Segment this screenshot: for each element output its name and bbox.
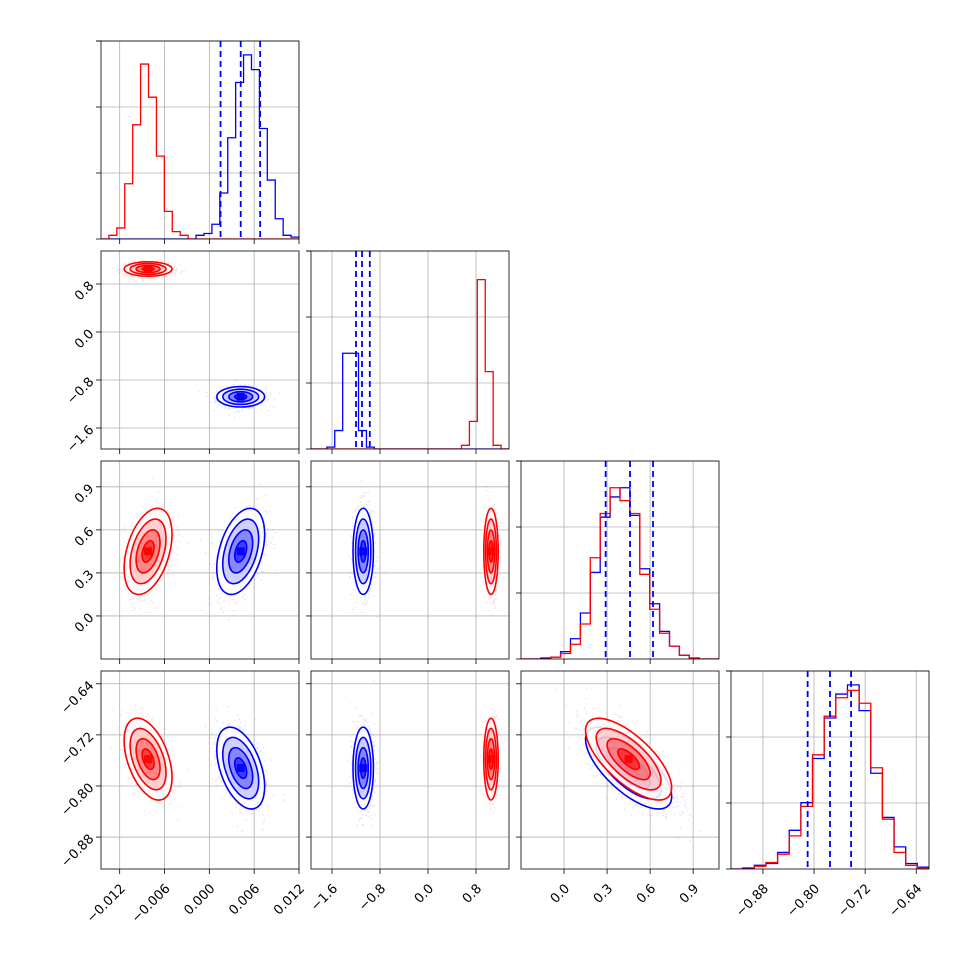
density-peak-red [144, 265, 153, 273]
y-tick-label: −0.64 [59, 678, 98, 717]
y-tick-label: −1.6 [64, 423, 97, 456]
histogram-blue-0 [101, 54, 299, 239]
panel-2-1 [306, 460, 510, 664]
density-peak-blue [359, 547, 368, 556]
x-tick-label: 0.000 [181, 881, 218, 918]
density-peak-red [487, 755, 495, 764]
y-tick-label: 0.8 [72, 279, 97, 304]
histogram-red-1 [311, 278, 509, 449]
histogram-blue-2 [521, 487, 719, 659]
y-tick-label: 0.0 [72, 611, 97, 636]
density-peak-red [144, 547, 153, 556]
density-peak-blue [236, 392, 245, 401]
x-tick-label: −0.88 [733, 881, 772, 920]
panel-frame [100, 250, 300, 450]
panel-frame [100, 670, 300, 870]
panel-1-0: −1.6 −0.8 0.0 0.8 [64, 250, 300, 456]
y-tick-label: 0.9 [72, 482, 97, 507]
panel-frame [310, 250, 510, 450]
x-tick-label: 0.012 [271, 881, 308, 918]
x-tick-label: 0.9 [677, 881, 702, 906]
panel-frame [520, 670, 720, 870]
x-tick-label: −0.012 [84, 881, 129, 926]
x-tick-label: −0.64 [886, 881, 925, 920]
panel-2-2 [516, 460, 720, 664]
panel-frame [730, 670, 930, 870]
histogram-red-3 [731, 689, 929, 869]
x-tick-label: 0.0 [412, 881, 437, 906]
panel-0-0 [96, 40, 300, 244]
panel-3-2: 0.0 0.3 0.6 0.9 [516, 670, 720, 907]
x-tick-label: 0.8 [460, 881, 485, 906]
panel-3-3: −0.88 −0.80 −0.72 −0.64 [726, 670, 930, 920]
y-tick-label: −0.88 [59, 832, 98, 871]
y-tick-label: 0.6 [72, 525, 97, 550]
y-tick-label: 0.0 [72, 327, 97, 352]
x-tick-label: 0.6 [634, 881, 659, 906]
y-tick-label: −0.8 [64, 375, 97, 408]
x-tick-label: 0.3 [591, 881, 616, 906]
x-tick-label: 0.0 [548, 881, 573, 906]
panel-frame [520, 460, 720, 660]
x-tick-label: −1.6 [308, 881, 341, 914]
histogram-red-2 [521, 487, 719, 659]
panel-2-0: 0.0 0.3 0.6 0.9 [72, 460, 300, 664]
histogram-blue-1 [311, 352, 509, 449]
panel-frame [100, 460, 300, 660]
density-peak-red [487, 547, 495, 556]
panel-1-1 [306, 250, 510, 454]
x-tick-label: −0.72 [835, 881, 874, 920]
histogram-red-0 [101, 63, 299, 239]
density-peak-blue [236, 764, 245, 773]
y-tick-label: 0.3 [72, 568, 97, 593]
x-tick-label: −0.80 [784, 881, 823, 920]
y-tick-label: −0.72 [59, 730, 98, 769]
panel-frame [100, 40, 300, 240]
panel-3-0: −0.88−0.80−0.72−0.64−0.012 −0.006 0.000 0.0… [59, 670, 308, 926]
density-peak-red [624, 755, 633, 764]
density-peak-blue [359, 764, 368, 773]
x-tick-label: −0.006 [129, 881, 174, 926]
density-peak-blue [236, 547, 245, 556]
density-peak-red [144, 755, 153, 764]
y-tick-label: −0.80 [59, 781, 98, 820]
panel-frame [310, 670, 510, 870]
x-tick-label: 0.006 [226, 881, 263, 918]
panel-3-1: −1.6 −0.8 0.0 0.8 [306, 670, 510, 914]
x-tick-label: −0.8 [356, 881, 389, 914]
panel-frame [310, 460, 510, 660]
